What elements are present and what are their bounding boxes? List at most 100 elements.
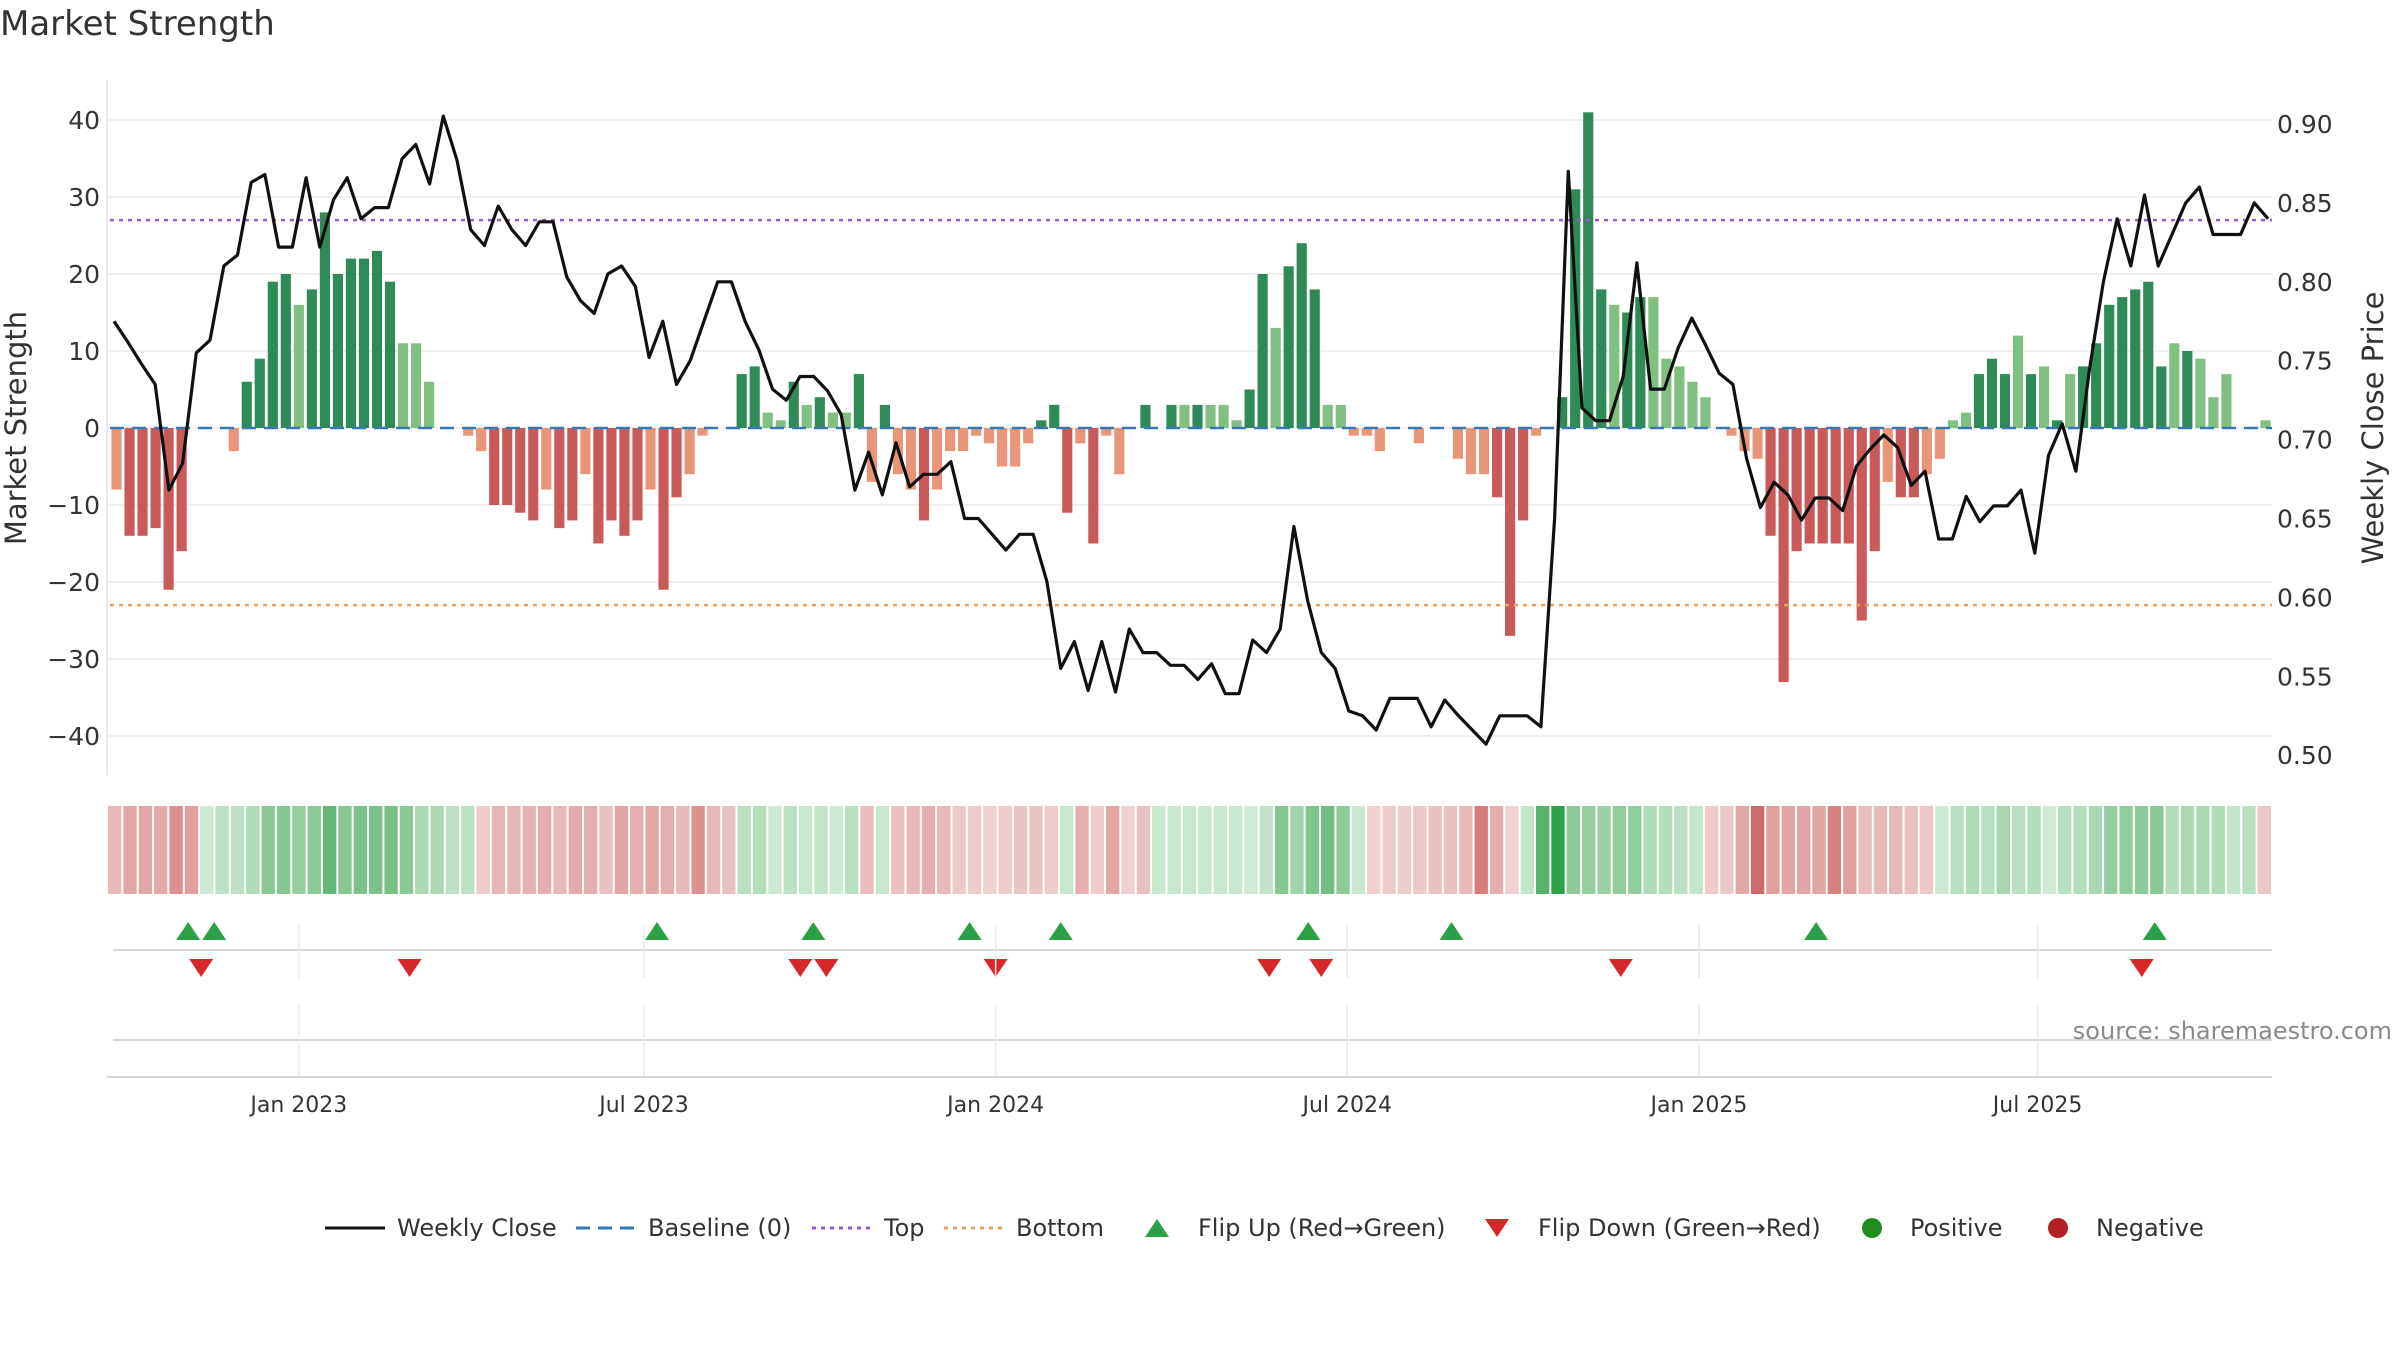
strength-bar xyxy=(1518,428,1529,521)
heat-strip-cell xyxy=(491,806,506,894)
strength-bar xyxy=(1036,420,1047,428)
heat-strip-cell xyxy=(322,806,337,894)
strength-bar xyxy=(879,404,891,428)
heat-strip-cell xyxy=(2073,806,2087,894)
strength-bar xyxy=(502,428,513,505)
heat-strip-cell xyxy=(338,806,352,894)
strength-bar xyxy=(1361,428,1372,436)
heat-strip-cell xyxy=(522,806,536,894)
heat-strip-cell xyxy=(476,806,490,894)
heat-strip-cell xyxy=(1720,806,1734,894)
legend-label: Positive xyxy=(1910,1214,2003,1242)
legend-label: Flip Down (Green→Red) xyxy=(1538,1214,1821,1242)
legend-label: Negative xyxy=(2096,1214,2204,1242)
strength-bar xyxy=(801,404,812,428)
strength-bar xyxy=(1101,428,1112,436)
chart-title: Market Strength xyxy=(0,4,275,44)
strength-bar xyxy=(1270,327,1281,428)
strength-bar xyxy=(124,428,135,536)
heat-strip-cell xyxy=(1766,806,1780,894)
heat-strip-cell xyxy=(1397,806,1412,894)
strength-bar xyxy=(2169,343,2180,428)
strength-bar xyxy=(788,381,799,428)
strength-bar xyxy=(580,428,591,475)
strength-bar xyxy=(1960,412,1972,428)
flip-up-marker xyxy=(645,922,670,940)
heat-strip-cell xyxy=(1689,806,1703,894)
strength-bar xyxy=(2078,366,2089,428)
legend-item-flip-down[interactable]: Flip Down (Green→Red) xyxy=(1482,1208,1821,1248)
heat-strip-cell xyxy=(998,806,1012,894)
heat-strip-cell xyxy=(445,806,460,894)
strength-bar xyxy=(2156,366,2167,428)
legend-item-baseline[interactable]: Baseline (0) xyxy=(576,1208,791,1248)
strength-bar xyxy=(1010,428,1021,467)
heat-strip-cell xyxy=(1106,806,1120,894)
heat-strip-cell xyxy=(660,806,675,894)
strength-bar xyxy=(410,343,422,428)
heat-strip-cell xyxy=(2150,806,2164,894)
flip-up-marker xyxy=(1048,922,1073,940)
strength-bar xyxy=(1700,397,1711,428)
heat-strip-cell xyxy=(246,806,260,894)
legend-item-top[interactable]: Top xyxy=(812,1208,925,1248)
strength-bar xyxy=(1244,389,1255,428)
legend-item-positive[interactable]: Positive xyxy=(1860,1208,2003,1248)
heat-strip-cell xyxy=(307,806,321,894)
legend-item-negative[interactable]: Negative xyxy=(2046,1208,2204,1248)
strength-bar xyxy=(814,397,825,428)
heat-strip-cell xyxy=(1090,806,1105,894)
heat-strip-cell xyxy=(1919,806,1934,894)
strength-bar xyxy=(697,428,708,436)
right-tick-label: 0.75 xyxy=(2277,347,2333,376)
heat-strip-cell xyxy=(1965,806,1980,894)
heat-strip-cell xyxy=(845,806,859,894)
heat-strip-cell xyxy=(1443,806,1458,894)
heat-strip-cell xyxy=(1274,806,1289,894)
heat-strip-cell xyxy=(1505,806,1519,894)
legend-dashed-line-icon xyxy=(576,1226,636,1230)
heat-strip-cell xyxy=(1182,806,1197,894)
legend-item-weekly-close[interactable]: Weekly Close xyxy=(325,1208,557,1248)
strength-bar xyxy=(2065,374,2076,428)
strength-bar xyxy=(463,428,474,436)
strength-bar xyxy=(293,304,304,428)
heat-strip-cell xyxy=(583,806,598,894)
heat-strip-cell xyxy=(1889,806,1903,894)
heat-strip-cell xyxy=(1781,806,1796,894)
strength-bar xyxy=(241,381,252,428)
heat-strip-cell xyxy=(2242,806,2256,894)
strength-bars xyxy=(111,112,2271,683)
strength-bar xyxy=(2091,343,2102,428)
flip-down-marker xyxy=(397,959,422,977)
heat-strip-cell xyxy=(1259,806,1273,894)
legend-item-bottom[interactable]: Bottom xyxy=(944,1208,1104,1248)
strength-bar xyxy=(2052,420,2063,428)
strength-bar xyxy=(1478,428,1490,475)
heat-strip-cell xyxy=(1996,806,2010,894)
heat-strip-cell xyxy=(645,806,659,894)
legend-label: Bottom xyxy=(1016,1214,1105,1242)
strength-bar xyxy=(371,250,383,428)
strength-bar xyxy=(1140,404,1151,428)
strength-bar xyxy=(137,428,148,536)
heat-strip-cell xyxy=(537,806,552,894)
legend: Weekly Close Baseline (0) Top Bottom Fli… xyxy=(0,1208,2400,1248)
strength-bar xyxy=(1895,428,1906,498)
right-tick-label: 0.60 xyxy=(2277,583,2333,612)
weekly-close-line xyxy=(112,114,2270,746)
x-tick-label: Jul 2025 xyxy=(1991,1093,2083,1118)
heat-strip-cell xyxy=(1535,806,1550,894)
source-note: source: sharemaestro.com xyxy=(2072,1017,2392,1045)
strength-bar xyxy=(749,366,760,428)
strength-bar xyxy=(2117,297,2128,428)
flip-down-marker xyxy=(2129,959,2154,977)
heat-strip-cell xyxy=(568,806,582,894)
strength-bar xyxy=(1309,289,1320,428)
heat-strip-cell xyxy=(937,806,951,894)
heat-strip-cell xyxy=(461,806,475,894)
strength-bar xyxy=(1491,428,1503,498)
strength-bar xyxy=(905,428,917,490)
strength-bar xyxy=(306,289,317,428)
legend-item-flip-up[interactable]: Flip Up (Red→Green) xyxy=(1142,1208,1446,1248)
